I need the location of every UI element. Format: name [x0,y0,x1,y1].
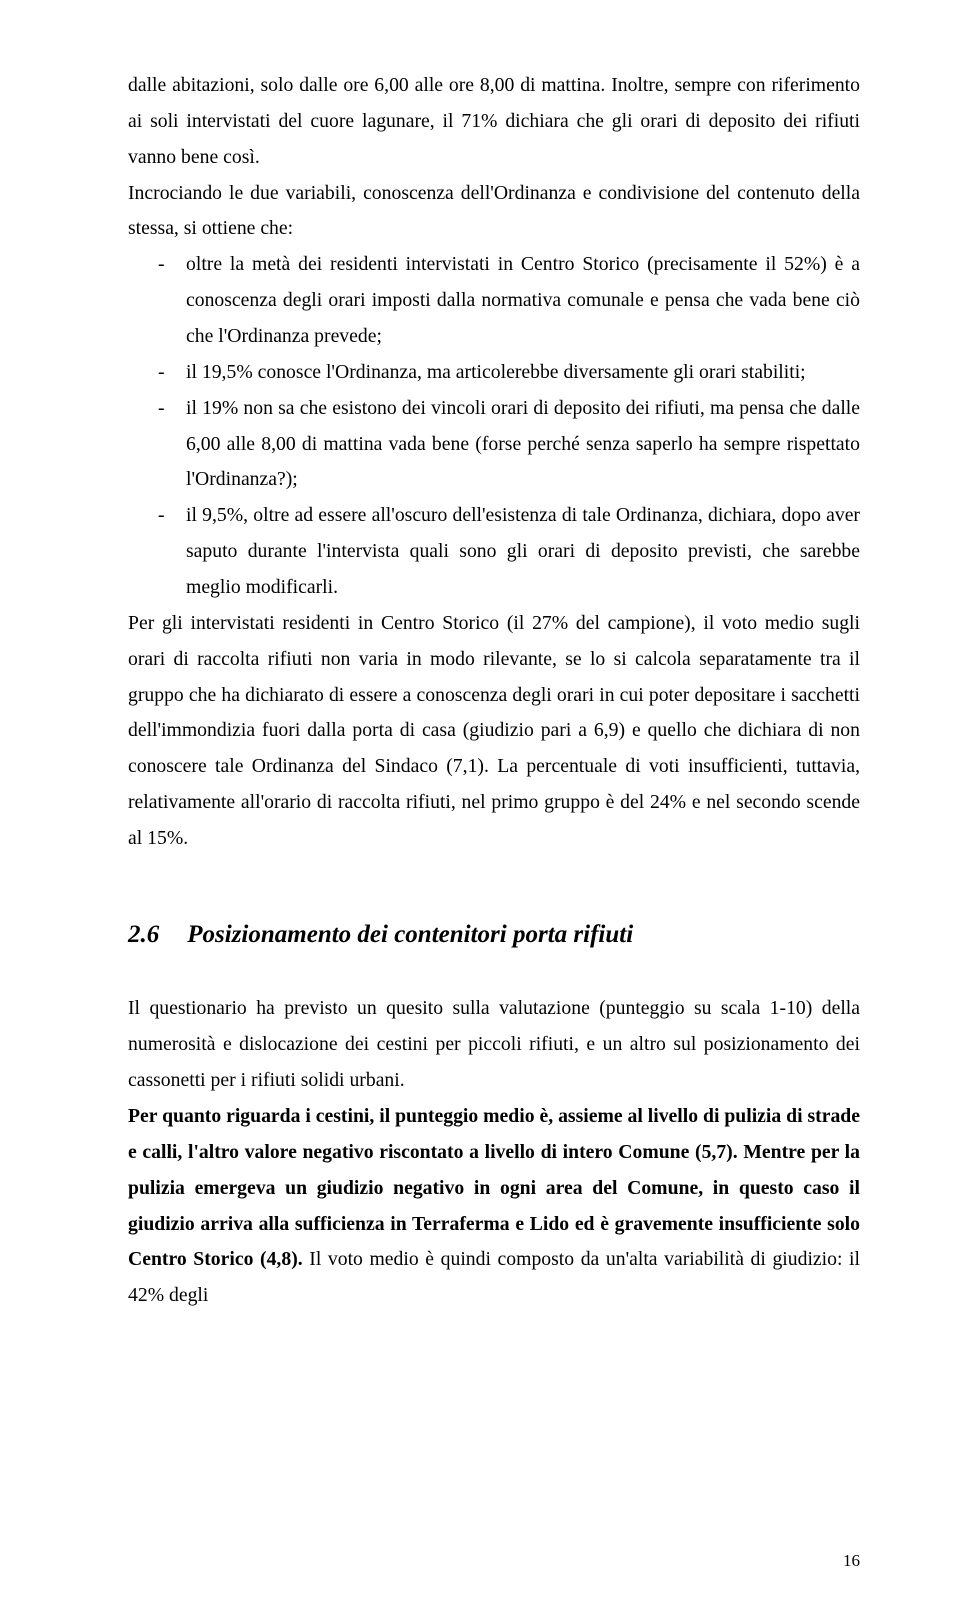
section-heading: 2.6 Posizionamento dei contenitori porta … [128,919,860,952]
list-item-text: oltre la metà dei residenti intervistati… [186,253,860,347]
section-paragraph-2: Per quanto riguarda i cestini, il punteg… [128,1099,860,1314]
paragraph-intro-1: dalle abitazioni, solo dalle ore 6,00 al… [128,68,860,176]
bold-run: Per quanto riguarda i cestini, il punteg… [128,1105,860,1270]
dash-icon: - [158,247,165,283]
list-item: - oltre la metà dei residenti intervista… [128,247,860,355]
list-item: - il 19,5% conosce l'Ordinanza, ma artic… [128,355,860,391]
list-item: - il 9,5%, oltre ad essere all'oscuro de… [128,498,860,606]
list-item-text: il 19,5% conosce l'Ordinanza, ma articol… [186,361,806,383]
section-number: 2.6 [128,921,159,948]
section-title: Posizionamento dei contenitori porta rif… [187,921,633,948]
paragraph-intro-2: Incrociando le due variabili, conoscenza… [128,176,860,248]
page-number: 16 [843,1546,860,1577]
list-item-text: il 19% non sa che esistono dei vincoli o… [186,397,860,491]
document-page: dalle abitazioni, solo dalle ore 6,00 al… [0,0,960,1617]
paragraph-after-bullets: Per gli intervistati residenti in Centro… [128,606,860,857]
list-item: - il 19% non sa che esistono dei vincoli… [128,391,860,499]
bullet-list: - oltre la metà dei residenti intervista… [128,247,860,606]
dash-icon: - [158,355,165,391]
dash-icon: - [158,391,165,427]
section-paragraph-1: Il questionario ha previsto un quesito s… [128,991,860,1099]
dash-icon: - [158,498,165,534]
list-item-text: il 9,5%, oltre ad essere all'oscuro dell… [186,504,860,598]
